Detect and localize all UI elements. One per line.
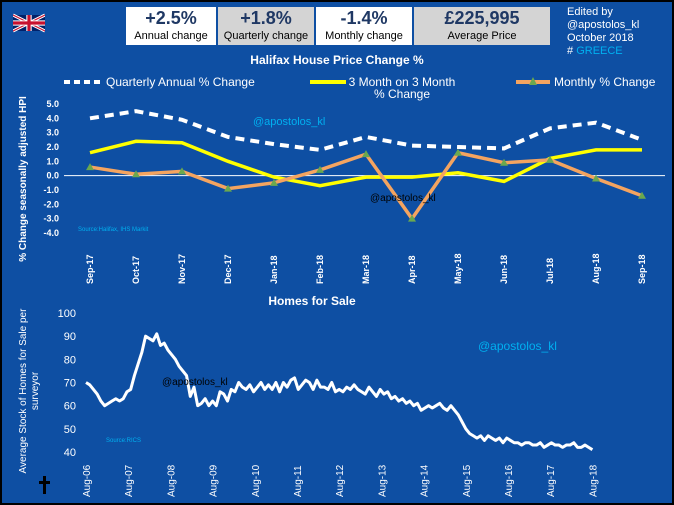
x-tick-label: Aug-08: [166, 464, 177, 497]
series-line-homes-for-sale: [85, 332, 594, 451]
watermark-handle: @apostolos_kl: [162, 377, 228, 388]
x-tick-label: Apr-18: [407, 255, 417, 284]
x-tick-label: Jan-18: [269, 255, 279, 284]
monthly-point: [316, 165, 324, 173]
stat-value: £225,995: [444, 8, 520, 28]
y-tick-label: 90: [64, 331, 76, 343]
halifax-chart: Halifax House Price Change % Quarterly An…: [18, 53, 665, 284]
x-tick-label: Oct-17: [131, 256, 141, 284]
legend-label-quarterly: Quarterly Annual % Change: [106, 75, 255, 89]
uk-flag-icon: [13, 13, 45, 33]
y-tick-label: 5.0: [46, 99, 59, 109]
chart-title: Homes for Sale: [268, 294, 356, 308]
monthly-point: [500, 158, 508, 166]
x-tick-label: Aug-11: [293, 465, 304, 497]
monthly-point: [592, 174, 600, 182]
legend-label-3m-line2: % Change: [374, 87, 430, 101]
x-tick-label: Dec-17: [223, 254, 233, 284]
y-tick-label: -4.0: [43, 228, 59, 238]
editor-credit: Edited by @apostolos_kl October 2018 # G…: [567, 6, 639, 58]
x-tick-label: Aug-17: [546, 464, 557, 497]
monthly-point: [546, 155, 554, 163]
monthly-point: [86, 163, 94, 171]
source-note: Source:Halifax, IHS Markit: [78, 227, 149, 233]
y-tick-label: -2.0: [43, 199, 59, 209]
x-tick-label: Aug-18: [591, 253, 601, 284]
homes-for-sale-chart: Homes for Sale 100 90 80 70 60 50 40 Average Sto…: [18, 294, 599, 497]
annual-change-stat: +2.5% Annual change: [126, 7, 216, 45]
y-axis-label: Average Stock of Homes for Sale per: [18, 308, 29, 474]
source-note: Source:RICS: [106, 438, 141, 444]
x-tick-label: Sep-17: [85, 254, 95, 284]
editor-date: October 2018: [567, 32, 634, 44]
watermark-handle: @apostolos_kl: [478, 339, 557, 353]
stat-label: Annual change: [134, 30, 208, 42]
legend-marker-monthly: [529, 77, 537, 85]
x-tick-label: Aug-13: [377, 464, 388, 497]
x-tick-label: Jun-18: [499, 255, 509, 284]
x-tick-label: Aug-15: [462, 464, 473, 497]
editor-handle: @apostolos_kl: [567, 19, 640, 31]
x-tick-label: Jul-18: [545, 258, 555, 284]
monthly-change-stat: -1.4% Monthly change: [316, 7, 412, 45]
stat-value: +2.5%: [145, 8, 197, 28]
y-tick-label: -1.0: [43, 185, 59, 195]
monthly-point: [454, 148, 462, 156]
x-tick-label: Aug-16: [504, 464, 515, 497]
y-tick-label: 4.0: [46, 113, 59, 123]
y-tick-label: 40: [64, 447, 76, 459]
y-tick-label: 80: [64, 354, 76, 366]
watermark-handle: @apostolos_kl: [253, 116, 325, 128]
x-tick-label: Sep-18: [637, 254, 647, 284]
y-axis-label: % Change seasonally adjusted HPI: [18, 96, 29, 262]
x-tick-label: Aug-10: [251, 464, 262, 497]
legend-label-3m: 3 Month on 3 Month: [349, 75, 456, 89]
y-tick-label: -3.0: [43, 214, 59, 224]
monthly-point: [362, 150, 370, 158]
x-tick-label: Aug-07: [124, 464, 135, 497]
x-tick-label: Aug-06: [82, 464, 93, 497]
monthly-point: [638, 191, 646, 199]
monthly-point: [270, 178, 278, 186]
monthly-point: [408, 214, 416, 222]
y-axis-label-line2: surveyor: [30, 371, 41, 410]
watermark-handle: @apostolos_kl: [370, 193, 436, 204]
y-tick-label: 50: [64, 424, 76, 436]
stat-value: -1.4%: [340, 8, 388, 28]
monthly-point: [224, 184, 232, 192]
quarterly-change-stat: +1.8% Quarterly change: [218, 7, 314, 45]
editor-line: Edited by: [567, 6, 613, 18]
x-tick-label: Feb-18: [315, 255, 325, 284]
stat-label: Quarterly change: [223, 30, 309, 42]
stat-label: Average Price: [447, 30, 517, 42]
y-tick-label: 100: [58, 308, 76, 320]
legend-label-monthly: Monthly % Change: [554, 75, 656, 89]
cross-icon: [39, 476, 50, 494]
x-tick-label: Aug-18: [588, 464, 599, 497]
editor-tag-line: # GREECE: [567, 45, 639, 58]
y-tick-label: 1.0: [46, 156, 59, 166]
x-tick-label: Aug-09: [209, 464, 220, 497]
x-tick-label: Mar-18: [361, 255, 371, 284]
hash-symbol: #: [567, 45, 574, 57]
x-tick-label: Aug-12: [335, 464, 346, 497]
x-tick-label: Nov-17: [177, 254, 187, 284]
y-tick-label: 60: [64, 401, 76, 413]
y-tick-label: 0.0: [46, 171, 59, 181]
stat-value: +1.8%: [240, 8, 292, 28]
series-line-monthly: [89, 150, 643, 222]
y-tick-label: 3.0: [46, 128, 59, 138]
stat-label: Monthly change: [325, 30, 403, 42]
average-price-stat: £225,995 Average Price: [414, 7, 550, 45]
x-tick-label: May-18: [453, 253, 463, 284]
series-line-quarterly-annual: [89, 109, 643, 152]
monthly-point: [132, 170, 140, 178]
x-tick-label: Aug-14: [420, 464, 431, 497]
monthly-point: [178, 167, 186, 175]
y-tick-label: 2.0: [46, 142, 59, 152]
y-tick-label: 70: [64, 378, 76, 390]
country-tag: GREECE: [576, 45, 623, 57]
chart-title: Halifax House Price Change %: [250, 53, 424, 67]
